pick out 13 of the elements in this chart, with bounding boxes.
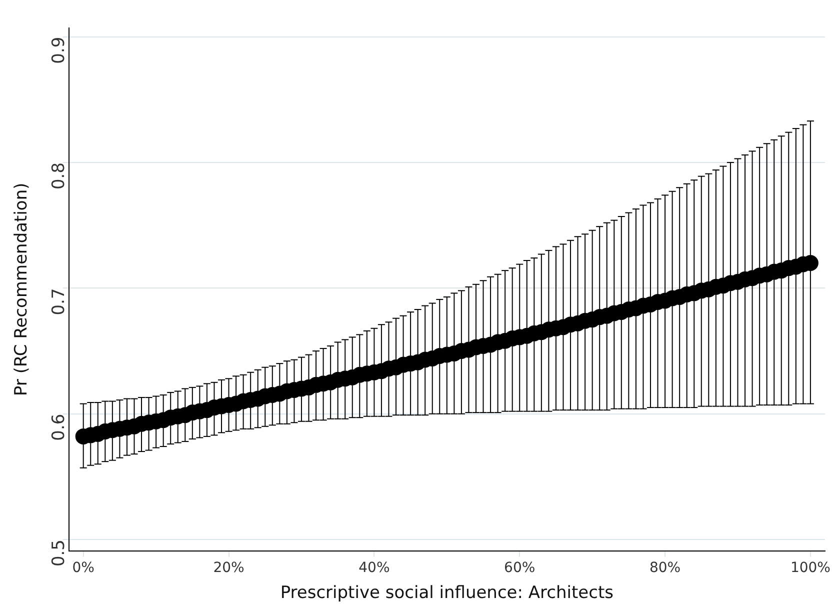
y-axis-title: Pr (RC Recommendation) (12, 182, 32, 396)
x-tick-label: 0% (72, 560, 94, 576)
x-tick-label: 100% (790, 560, 830, 576)
x-axis-title: Prescriptive social influence: Architects (280, 583, 614, 604)
y-tick-label: 0.7 (49, 288, 70, 316)
x-tick-label: 80% (649, 560, 681, 576)
x-tick-label: 20% (213, 560, 244, 576)
y-tick-label: 0.5 (49, 539, 70, 567)
x-tick-label: 60% (504, 560, 536, 576)
y-tick-label: 0.9 (49, 36, 70, 64)
x-tick-label: 40% (358, 560, 390, 576)
y-tick-label: 0.8 (49, 162, 70, 190)
y-tick-label: 0.6 (49, 414, 70, 441)
